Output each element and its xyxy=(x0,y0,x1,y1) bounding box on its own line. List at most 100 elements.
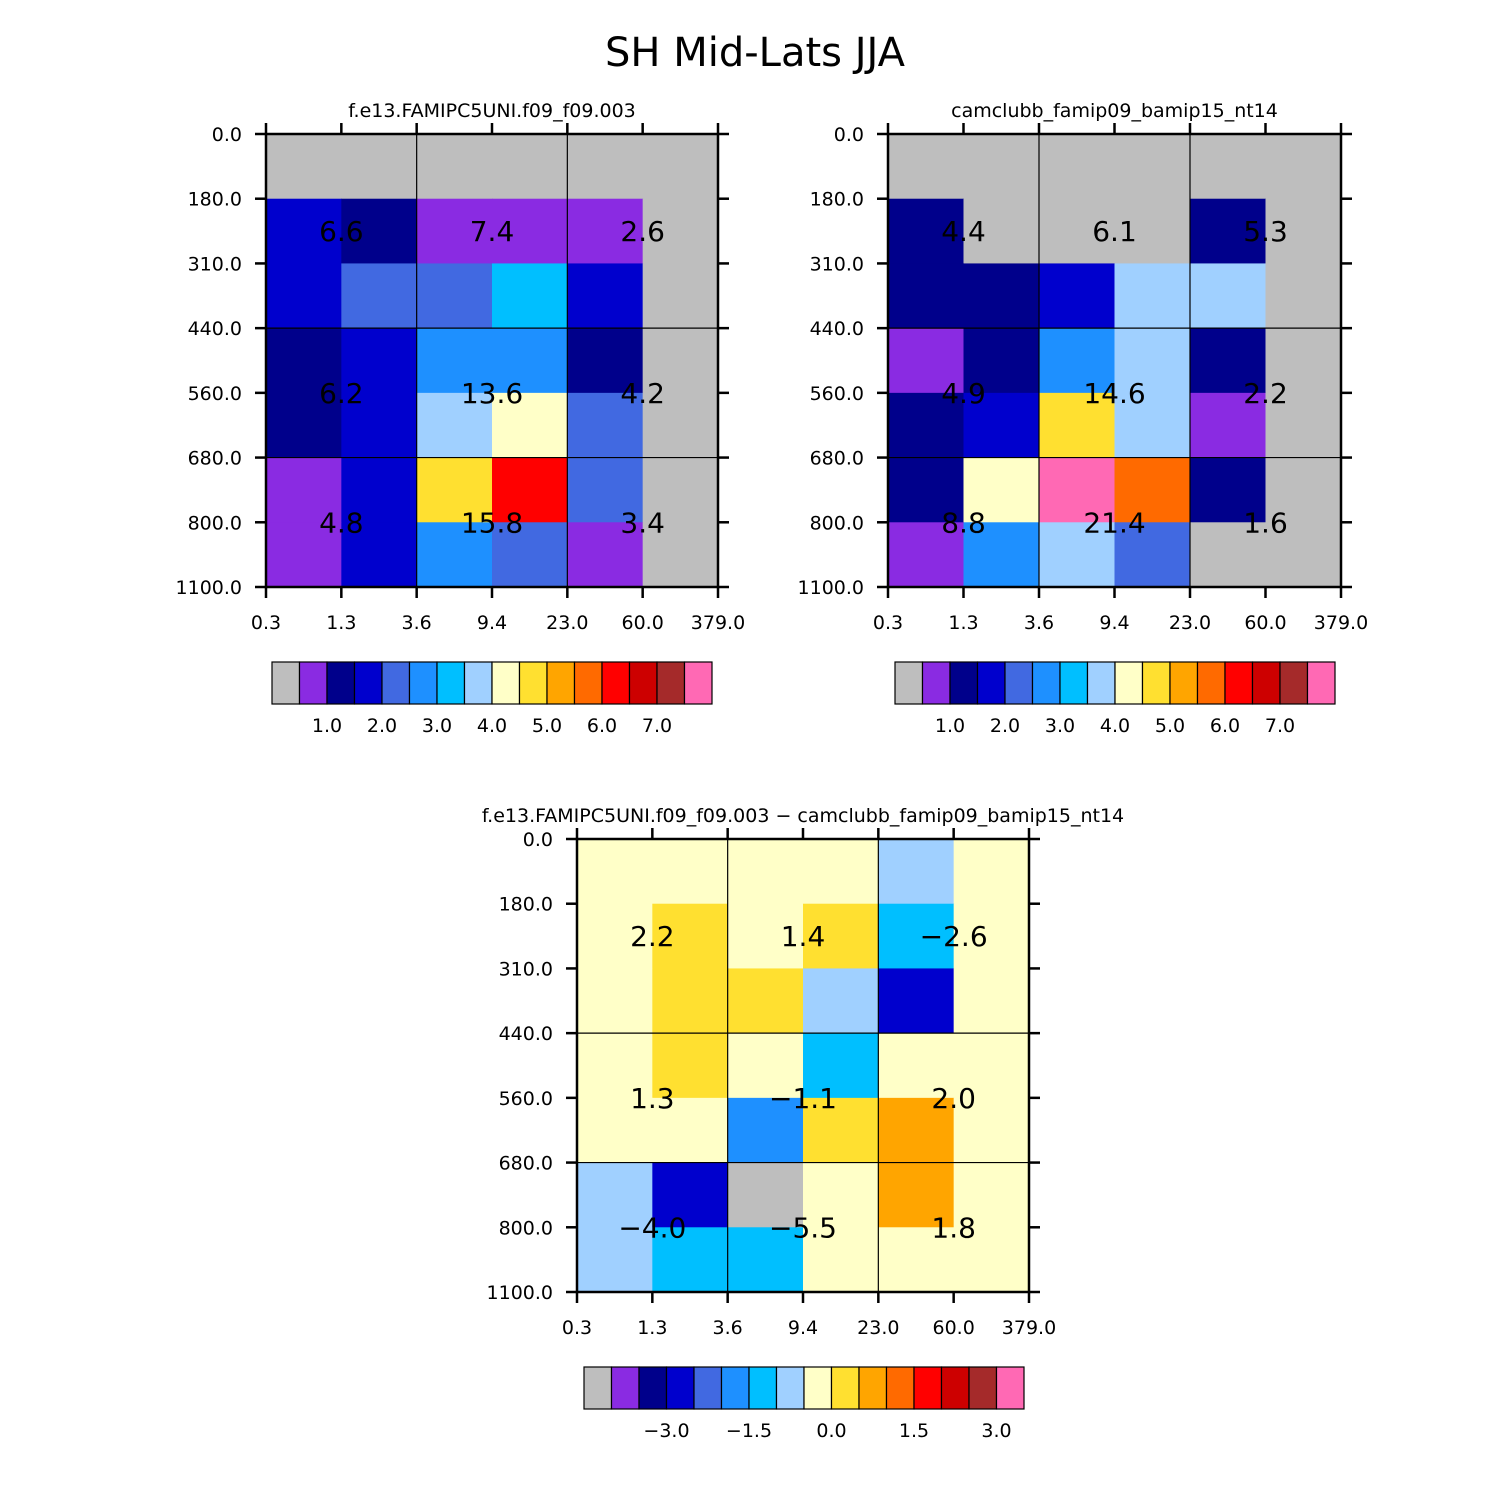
heatmap-cell xyxy=(953,1227,1030,1293)
colorbar-swatch xyxy=(1306,661,1336,705)
heatmap-cell xyxy=(1039,328,1115,394)
heatmap-cell xyxy=(1190,522,1266,588)
y-tick-label: 440.0 xyxy=(499,1023,553,1045)
heatmap-cell xyxy=(727,1097,804,1164)
colorbar-swatch xyxy=(940,1366,970,1410)
colorbar-swatch xyxy=(1004,661,1034,705)
heatmap-cell xyxy=(642,328,719,394)
colorbar-swatch xyxy=(518,661,548,705)
heatmap-cell xyxy=(1114,328,1191,394)
colorbar-swatch xyxy=(491,661,521,705)
heatmap-cell xyxy=(341,198,418,264)
panel-test-run: camclubb_famip09_bamip15_nt14 0.3 1.3 3.6 9.… xyxy=(798,100,1369,737)
heatmap-cell xyxy=(727,1227,804,1293)
x-tick-label: 9.4 xyxy=(477,612,507,634)
heatmap-cell xyxy=(1265,328,1342,394)
heatmap-cell xyxy=(416,263,493,329)
heatmap-cell xyxy=(652,903,729,969)
colorbar-swatch xyxy=(573,661,603,705)
heatmap-cell xyxy=(803,839,879,905)
y-tick-label: 310.0 xyxy=(810,253,864,275)
heatmap-cell xyxy=(878,1033,955,1099)
box-value-label: 4.9 xyxy=(941,377,986,410)
colorbar-swatch xyxy=(665,1366,695,1410)
y-tick-label: 0.0 xyxy=(212,124,242,146)
heatmap-cell xyxy=(341,134,418,200)
colorbar-label: 0.0 xyxy=(816,1420,846,1442)
colorbar-swatch xyxy=(326,661,356,705)
y-tick-label: 680.0 xyxy=(810,448,864,470)
heatmap-cell xyxy=(963,522,1040,588)
heatmap-cell xyxy=(492,263,568,329)
heatmap-cell xyxy=(341,392,418,459)
colorbar-swatch xyxy=(894,661,924,705)
x-tick-label: 23.0 xyxy=(546,612,588,634)
heatmap-cell xyxy=(567,522,644,588)
heatmap-cell xyxy=(577,1097,653,1164)
colorbar-swatch xyxy=(995,1366,1025,1410)
x-tick-label: 1.3 xyxy=(326,612,356,634)
colorbar-swatch xyxy=(546,661,576,705)
colorbar-swatch xyxy=(748,1366,778,1410)
x-tick-label: 3.6 xyxy=(713,1317,743,1339)
x-tick-label: 60.0 xyxy=(622,612,664,634)
panel-title: camclubb_famip09_bamip15_nt14 xyxy=(951,100,1278,122)
heatmap-cell xyxy=(1265,263,1342,329)
heatmap-cell xyxy=(727,839,804,905)
colorbar-swatch xyxy=(408,661,438,705)
colorbar-swatch xyxy=(610,1366,640,1410)
box-value-label: 8.8 xyxy=(941,506,986,539)
x-tick-label: 3.6 xyxy=(402,612,432,634)
heatmap-cell xyxy=(1039,263,1115,329)
heatmap-cell xyxy=(963,392,1040,459)
heatmap-cell xyxy=(953,1162,1030,1228)
colorbar-swatch xyxy=(921,661,951,705)
y-tick-label: 1100.0 xyxy=(176,577,242,599)
heatmap-cell xyxy=(953,968,1030,1034)
colorbar-swatch xyxy=(353,661,383,705)
box-value-label: 4.2 xyxy=(620,377,665,410)
heatmap-cell xyxy=(492,392,568,459)
heatmap-cell xyxy=(803,1033,879,1099)
colorbar-label: 2.0 xyxy=(367,715,397,737)
heatmap-cell xyxy=(341,328,418,394)
box-value-label: 6.1 xyxy=(1092,215,1137,248)
colorbar-swatch xyxy=(298,661,328,705)
colorbar-swatch xyxy=(830,1366,860,1410)
panel-title: f.e13.FAMIPC5UNI.f09_f09.003 − camclubb_… xyxy=(482,805,1124,827)
y-tick-label: 180.0 xyxy=(188,189,242,211)
heatmap-cell xyxy=(1265,134,1342,200)
heatmap-cell xyxy=(652,1033,729,1099)
y-tick-label: 560.0 xyxy=(810,383,864,405)
colorbar-label: −3.0 xyxy=(643,1420,689,1442)
colorbar-swatch xyxy=(803,1366,833,1410)
colorbar-swatch xyxy=(1251,661,1281,705)
x-tick-label: 379.0 xyxy=(1002,1317,1056,1339)
heatmap-cell xyxy=(888,392,964,459)
box-value-label: 15.8 xyxy=(461,506,523,539)
colorbar-swatch xyxy=(1169,661,1199,705)
heatmap-cell xyxy=(888,134,964,200)
heatmap-cell xyxy=(266,457,342,523)
y-tick-label: 680.0 xyxy=(188,448,242,470)
box-value-label: 6.6 xyxy=(319,215,364,248)
heatmap-cell xyxy=(1039,198,1115,264)
heatmap-cell xyxy=(341,457,418,523)
heatmap-cell xyxy=(577,839,653,905)
heatmap-cell xyxy=(577,1162,653,1228)
colorbar-swatch xyxy=(693,1366,723,1410)
box-value-label: 2.0 xyxy=(931,1082,976,1115)
heatmap-cell xyxy=(803,968,879,1034)
colorbar-label: 6.0 xyxy=(1210,715,1240,737)
heatmap-cell xyxy=(341,263,418,329)
colorbar-swatch xyxy=(656,661,686,705)
heatmap-cell xyxy=(1039,134,1115,200)
heatmap-cell xyxy=(492,198,568,264)
heatmap-cell xyxy=(1265,522,1342,588)
panel-control-run: f.e13.FAMIPC5UNI.f09_f09.003 0.3 1.3 3.6 9.4… xyxy=(176,100,746,737)
heatmap-cell xyxy=(1039,392,1115,459)
box-value-label: 1.4 xyxy=(781,920,826,953)
heatmap-cell xyxy=(567,134,644,200)
box-value-label: 1.6 xyxy=(1243,506,1288,539)
